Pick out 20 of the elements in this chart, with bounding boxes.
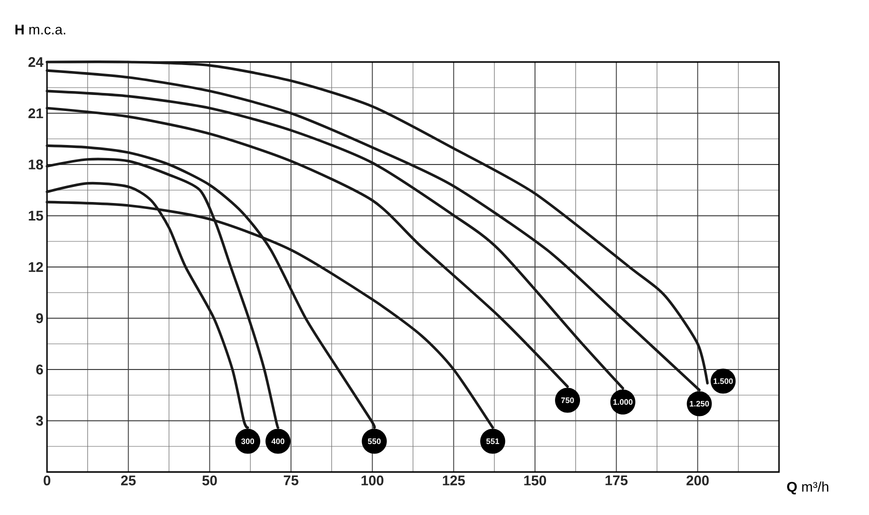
x-tick-label: 150 (524, 476, 546, 486)
y-tick-label: 18 (28, 160, 44, 170)
y-tick-label: 24 (28, 57, 44, 67)
x-tick-label: 175 (606, 476, 628, 486)
y-tick-label: 12 (28, 262, 43, 272)
x-axis-title: Q m³/h (787, 482, 828, 494)
y-tick-label: 15 (28, 210, 44, 221)
line-series (46, 90, 624, 390)
x-tick-label: 100 (362, 476, 384, 486)
y-tick-label: 9 (36, 313, 43, 324)
y-tick-label: 21 (28, 108, 44, 118)
y-tick-label: 3 (36, 416, 43, 426)
x-tick-label: 125 (442, 476, 465, 486)
y-tick-label: 6 (36, 364, 43, 374)
x-tick-label: 0 (44, 476, 50, 486)
x-tick-label: 50 (202, 476, 217, 486)
x-tick-label: 75 (284, 476, 298, 486)
x-tick-label: 200 (686, 476, 709, 486)
x-tick-label: 25 (121, 476, 136, 486)
y-axis-title: H m.c.a. (15, 24, 66, 34)
